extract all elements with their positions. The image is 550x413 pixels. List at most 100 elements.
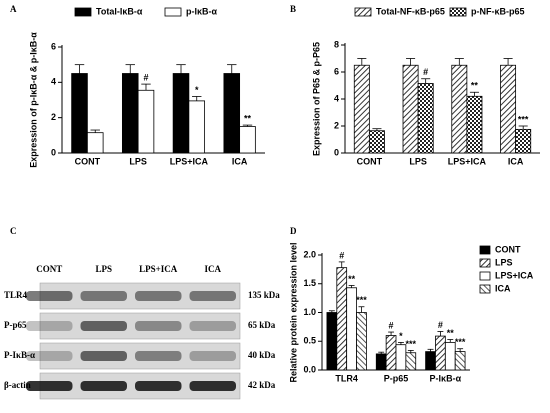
blot-band [26, 291, 73, 301]
blot-band [80, 321, 127, 331]
legend-swatch [74, 7, 92, 17]
y-tick-label: 4 [334, 93, 339, 103]
row-size: 135 kDa [248, 290, 280, 300]
legend-label: LPS+ICA [495, 270, 534, 280]
bar [326, 312, 338, 371]
y-tick-label: 4 [51, 77, 56, 87]
significance-label: *** [518, 114, 529, 124]
significance-label: * [195, 85, 199, 95]
y-tick-label: 8 [334, 39, 339, 49]
significance-label: # [438, 320, 443, 330]
error-bar [407, 350, 414, 353]
bar [454, 351, 466, 371]
y-tick-label: 0.5 [303, 336, 316, 346]
bar [375, 353, 387, 371]
legend-label: p-IκB-α [186, 6, 218, 16]
error-bar [125, 64, 135, 74]
blot-band [135, 291, 182, 301]
y-tick-label: 6 [334, 66, 339, 76]
legend-swatch [479, 284, 491, 294]
blot-band [135, 381, 182, 391]
legend-swatch [479, 258, 491, 268]
error-bar [388, 331, 395, 336]
error-bar [406, 58, 416, 66]
error-bar [192, 96, 202, 101]
error-bar [358, 306, 365, 313]
y-axis-title: Relative protein expression level [288, 242, 298, 382]
bar [515, 128, 532, 154]
significance-label: # [423, 67, 428, 77]
blot-band [189, 291, 236, 301]
bar [417, 83, 434, 154]
x-tick-label: ICA [232, 156, 248, 166]
significance-label: ** [471, 81, 479, 91]
legend-swatch [164, 7, 182, 17]
error-bar [90, 129, 100, 133]
lane-label: LPS [95, 264, 112, 274]
legend-swatch [479, 245, 491, 255]
blot-band [80, 351, 127, 361]
blot-band [189, 351, 236, 361]
lane-label: CONT [36, 264, 62, 274]
blot-band [26, 351, 73, 361]
error-bar [397, 341, 404, 345]
bar [395, 344, 407, 371]
panel-label: A [10, 4, 17, 14]
bar [405, 352, 417, 371]
bar [346, 287, 357, 371]
bar [71, 73, 88, 154]
bar [137, 89, 155, 154]
significance-label: *** [356, 295, 367, 305]
x-tick-label: P-p65 [384, 373, 409, 383]
error-bar [378, 351, 385, 354]
bar [425, 351, 436, 371]
bar [451, 64, 468, 154]
error-bar [454, 58, 464, 66]
lane-label: ICA [204, 264, 221, 274]
blot-band [135, 321, 182, 331]
legend-label: CONT [495, 244, 521, 254]
error-bar [141, 83, 151, 91]
error-bar [427, 348, 434, 352]
bar [239, 126, 256, 154]
bar [86, 132, 104, 154]
error-bar [437, 331, 444, 337]
y-tick-label: 2 [334, 120, 339, 130]
significance-label: ** [348, 274, 356, 284]
significance-label: *** [455, 337, 466, 347]
bar [353, 64, 370, 154]
blot-band [189, 321, 236, 331]
error-bar [457, 348, 464, 352]
y-tick-label: 0.0 [303, 364, 316, 374]
legend-label: LPS [495, 257, 513, 267]
bar [356, 312, 367, 371]
lane-label: LPS+ICA [139, 264, 178, 274]
row-label: TLR4 [4, 290, 28, 300]
significance-label: ** [244, 113, 252, 123]
error-bar [447, 339, 454, 343]
error-bar [176, 64, 186, 74]
bar [402, 64, 419, 154]
y-tick-label: 6 [51, 41, 56, 51]
x-tick-label: LPS+ICA [170, 156, 209, 166]
x-tick-label: P-IκB-α [430, 373, 462, 383]
significance-label: *** [406, 339, 417, 349]
legend-label: Total-IκB-α [96, 6, 143, 16]
error-bar [518, 125, 528, 130]
bar [444, 341, 456, 371]
legend-label: p-NF-κB-p65 [471, 6, 525, 16]
bar [172, 73, 190, 154]
error-bar [421, 78, 431, 84]
error-bar [328, 310, 335, 313]
error-bar [372, 128, 382, 131]
bar [435, 335, 446, 371]
bar [368, 130, 385, 154]
blot-band [135, 351, 182, 361]
error-bar [469, 91, 479, 97]
error-bar [74, 64, 85, 74]
row-label: P-p65 [4, 320, 27, 330]
error-bar [227, 64, 237, 74]
significance-label: # [339, 250, 344, 260]
y-tick-label: 0 [51, 147, 56, 157]
